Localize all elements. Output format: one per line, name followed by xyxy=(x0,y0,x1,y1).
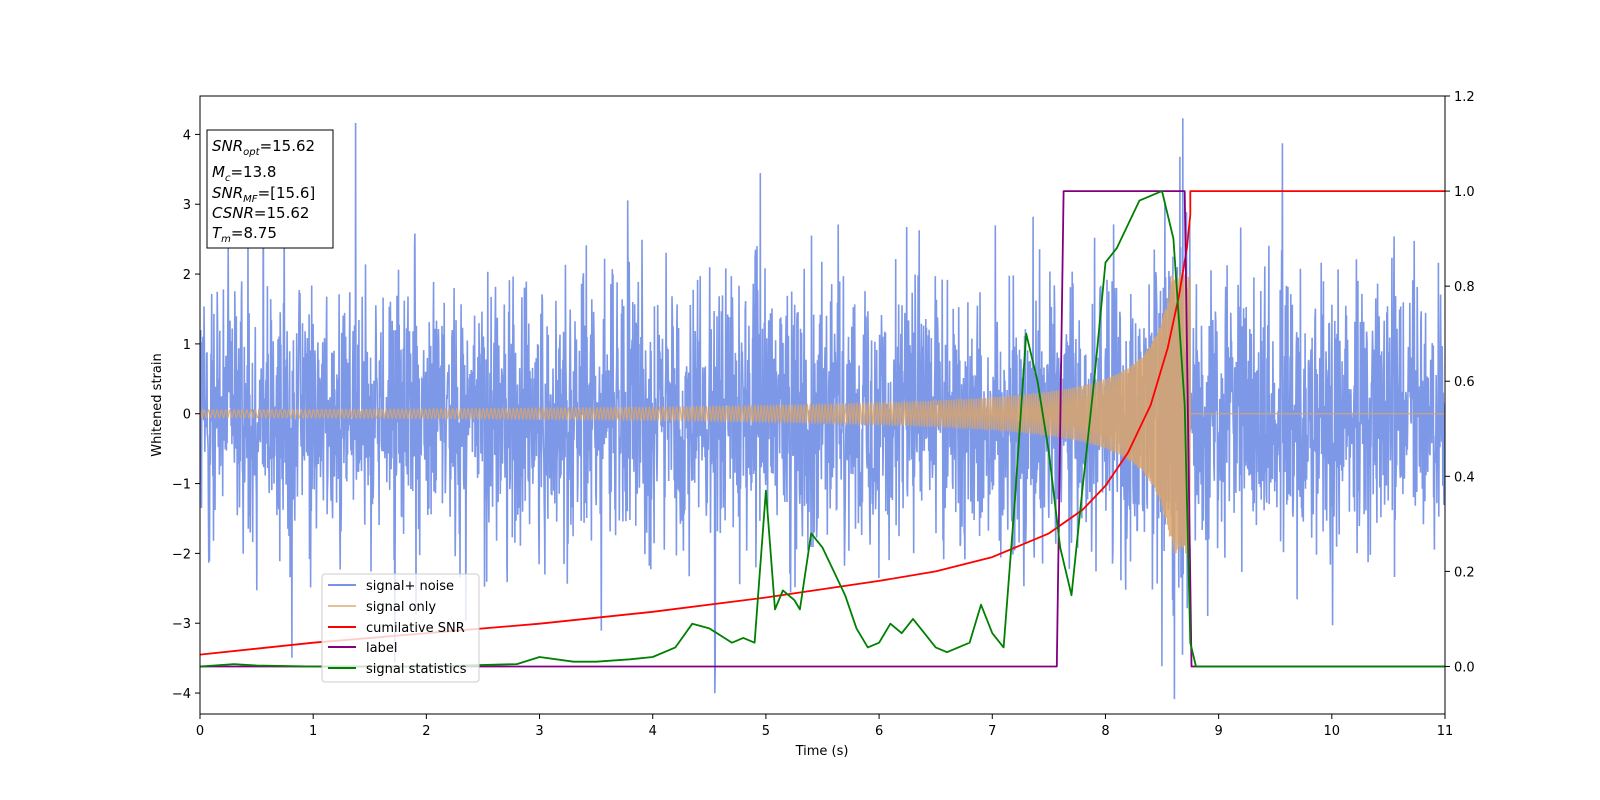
svg-text:signal statistics: signal statistics xyxy=(366,662,467,677)
y2-axis-ticks: 0.0 0.2 0.4 0.6 0.8 1.0 1.2 xyxy=(1445,90,1475,675)
series-layer xyxy=(200,118,1445,700)
y2-tick-label: 0.8 xyxy=(1454,280,1475,295)
legend-entry-cumulative-snr: cumilative SNR xyxy=(328,621,465,636)
y-tick-label: 0 xyxy=(183,408,191,423)
y-tick-label: −3 xyxy=(172,617,191,632)
x-tick-label: 5 xyxy=(762,724,770,739)
x-tick-label: 3 xyxy=(535,724,543,739)
svg-text:signal only: signal only xyxy=(366,600,436,615)
x-tick-label: 1 xyxy=(309,724,317,739)
x-axis-label: Time (s) xyxy=(795,744,849,759)
y2-tick-label: 0.0 xyxy=(1454,660,1475,675)
y-axis-ticks: −4 −3 −2 −1 0 1 2 3 4 xyxy=(172,128,200,702)
legend-frame xyxy=(321,573,480,683)
x-tick-label: 0 xyxy=(196,724,204,739)
annotation-box: SNRopt=15.62 Mc=13.8 SNRMF=[15.6] CSNR=1… xyxy=(206,129,334,249)
annotation-snr-opt: SNRopt=15.62 xyxy=(212,137,315,158)
svg-text:cumilative SNR: cumilative SNR xyxy=(366,621,465,636)
x-axis-ticks: 0 1 2 3 4 5 6 7 8 9 10 11 xyxy=(196,714,1453,739)
x-tick-label: 6 xyxy=(875,724,883,739)
x-tick-label: 11 xyxy=(1437,724,1454,739)
y-axis-label: Whitened strain xyxy=(150,353,165,456)
x-tick-label: 7 xyxy=(988,724,996,739)
y-tick-label: 3 xyxy=(183,198,191,213)
y2-tick-label: 0.2 xyxy=(1454,565,1475,580)
annotation-mc: Mc=13.8 xyxy=(212,163,276,184)
y-tick-label: 2 xyxy=(183,268,191,283)
plot-frame xyxy=(199,95,1446,715)
annotation-snr-mf: SNRMF=[15.6] xyxy=(212,184,315,205)
y-tick-label: 4 xyxy=(183,128,191,143)
legend: signal+ noise signal only cumilative SNR… xyxy=(321,573,480,683)
annotation-csnr: CSNR=15.62 xyxy=(212,204,309,222)
y-tick-label: −4 xyxy=(172,687,191,702)
series-signal-noise xyxy=(200,118,1445,700)
legend-entry-signal-only: signal only xyxy=(328,600,436,615)
y2-tick-label: 0.6 xyxy=(1454,375,1475,390)
x-tick-label: 10 xyxy=(1324,724,1341,739)
svg-text:label: label xyxy=(366,641,397,656)
x-tick-label: 8 xyxy=(1101,724,1109,739)
x-tick-label: 2 xyxy=(422,724,430,739)
y-tick-label: −2 xyxy=(172,547,191,562)
x-tick-label: 9 xyxy=(1214,724,1222,739)
legend-entry-signal-statistics: signal statistics xyxy=(328,662,467,677)
legend-entry-label: label xyxy=(328,641,397,656)
y2-tick-label: 1.0 xyxy=(1454,185,1475,200)
y2-tick-label: 0.4 xyxy=(1454,470,1475,485)
x-tick-label: 4 xyxy=(649,724,657,739)
y-tick-label: 1 xyxy=(183,338,191,353)
y2-tick-label: 1.2 xyxy=(1454,90,1475,105)
series-signal-only xyxy=(200,274,1445,554)
svg-text:signal+ noise: signal+ noise xyxy=(366,579,454,594)
legend-entry-signal-noise: signal+ noise xyxy=(328,579,454,594)
series-signal-statistics xyxy=(200,190,1445,668)
y-tick-label: −1 xyxy=(172,478,191,493)
annotation-tm: Tm=8.75 xyxy=(212,224,277,245)
